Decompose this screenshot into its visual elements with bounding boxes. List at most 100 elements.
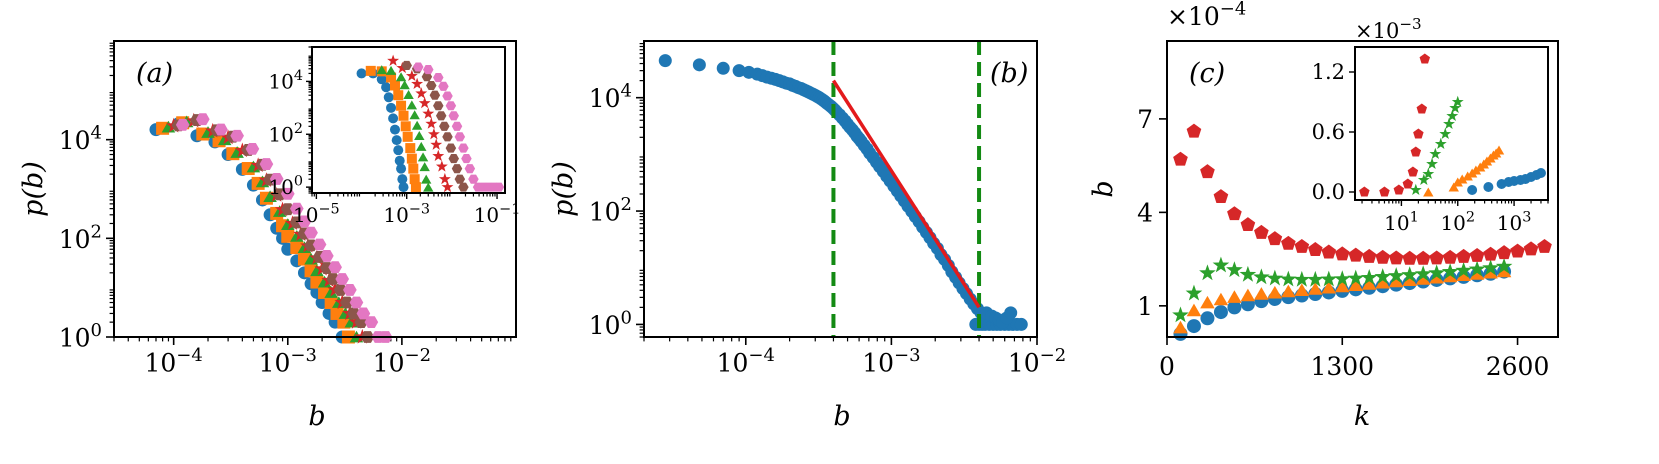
inset-data-point	[376, 74, 387, 85]
inset-data-point	[376, 65, 387, 75]
inset-data-point	[445, 143, 457, 153]
inset-data-point	[442, 91, 453, 101]
data-point	[1014, 317, 1028, 331]
data-point	[1415, 272, 1431, 285]
inset-data-point	[445, 101, 457, 111]
x-axis-label: b	[308, 401, 325, 432]
inset-data-point	[387, 54, 400, 66]
panel-c: 0 1300 2600 1 4 7 (c) k b ×10−4 101 102 103 0.0 0.6 1.2…	[1088, 0, 1559, 432]
data-point	[1173, 151, 1188, 166]
data-point	[1469, 267, 1485, 280]
data-point	[1402, 250, 1418, 265]
inset-x-tick-label: 10−3	[383, 202, 430, 227]
inset-data-point	[1379, 186, 1390, 197]
inset-data-point	[389, 124, 400, 135]
data-point	[1334, 246, 1350, 261]
panel-label: (c)	[1189, 58, 1225, 89]
data-point	[320, 250, 334, 262]
y-tick-label: 7	[1137, 105, 1153, 134]
data-point	[1348, 278, 1364, 291]
inset-data-point	[405, 69, 418, 82]
data-point	[1186, 303, 1202, 317]
inset-y-tick-label: 100	[268, 174, 303, 199]
data-point	[1429, 250, 1444, 265]
data-point	[1281, 235, 1296, 250]
inset-data-point	[406, 100, 418, 110]
data-point	[1455, 261, 1472, 278]
y-tick-label: 104	[589, 81, 632, 114]
inset-data-point	[1434, 137, 1447, 150]
data-point	[1240, 217, 1256, 232]
inset-data-point	[420, 174, 432, 184]
data-point	[312, 238, 327, 251]
data-point	[1347, 269, 1365, 286]
data-point	[1414, 265, 1432, 282]
inset-data-point	[381, 82, 392, 93]
inset-data-point	[1483, 182, 1494, 192]
data-point	[1374, 268, 1392, 284]
inset-data-point	[423, 182, 434, 192]
inset-data-point	[1410, 146, 1422, 157]
data-point	[269, 173, 284, 185]
inset-data-point	[451, 121, 463, 131]
inset-data-point	[448, 111, 459, 121]
inset-data-point	[393, 145, 404, 156]
inset-data-point	[454, 174, 466, 184]
data-point	[324, 286, 338, 298]
inset-data-point	[1422, 167, 1435, 180]
inset-y-tick-label: 1.2	[1312, 60, 1345, 84]
inset-data-point	[1423, 187, 1434, 197]
data-point	[175, 118, 190, 131]
inset-data-point	[1393, 184, 1405, 195]
data-point	[1254, 224, 1269, 239]
inset-data-point	[1413, 128, 1424, 139]
data-point	[1239, 265, 1257, 282]
data-point	[1280, 270, 1297, 287]
inset-data-point	[1429, 147, 1442, 160]
data-point	[335, 273, 350, 285]
inset-data-point	[365, 65, 376, 76]
y-axis-label: p(b)	[548, 161, 579, 217]
inset-data-point	[388, 113, 399, 124]
inset-data-point	[416, 141, 427, 151]
data-point	[1213, 189, 1229, 204]
data-point	[732, 64, 746, 78]
data-point	[290, 229, 304, 242]
x-tick-label: 10−3	[862, 345, 920, 378]
data-point	[1226, 261, 1243, 278]
data-point	[317, 275, 332, 288]
inset-data-point	[401, 60, 412, 71]
data-point	[1200, 311, 1215, 326]
data-point	[658, 54, 672, 68]
data-point	[1267, 231, 1283, 246]
inset-data-point	[419, 162, 430, 172]
data-point	[1456, 268, 1471, 282]
data-point	[1173, 320, 1188, 334]
data-point	[328, 261, 342, 274]
inset-data-point	[1452, 177, 1463, 187]
inset-data-point	[433, 101, 444, 111]
inset-data-point	[389, 80, 400, 91]
inset-data-point	[1402, 178, 1414, 189]
inset-data-point	[438, 81, 449, 91]
inset-data-point	[1359, 186, 1370, 197]
data-point	[259, 158, 274, 170]
inset-data-point	[403, 89, 414, 99]
y-tick-label: 1	[1137, 292, 1153, 321]
y-axis-label: b	[1088, 180, 1119, 197]
data-point	[1200, 164, 1215, 179]
data-point	[347, 307, 361, 320]
data-point	[281, 229, 295, 243]
inset-data-point	[410, 182, 421, 193]
x-tick-label: 10−4	[144, 345, 202, 378]
inset-data-point	[409, 174, 420, 185]
power-law-fit-line	[831, 79, 981, 309]
data-point	[1213, 292, 1229, 306]
inset-data-point	[1449, 101, 1462, 114]
inset-data-point	[394, 155, 405, 166]
inset-data-point	[458, 182, 469, 192]
data-point	[1510, 243, 1525, 258]
inset-data-point	[426, 80, 437, 91]
data-point	[230, 129, 244, 142]
inset-data-point	[432, 149, 445, 162]
